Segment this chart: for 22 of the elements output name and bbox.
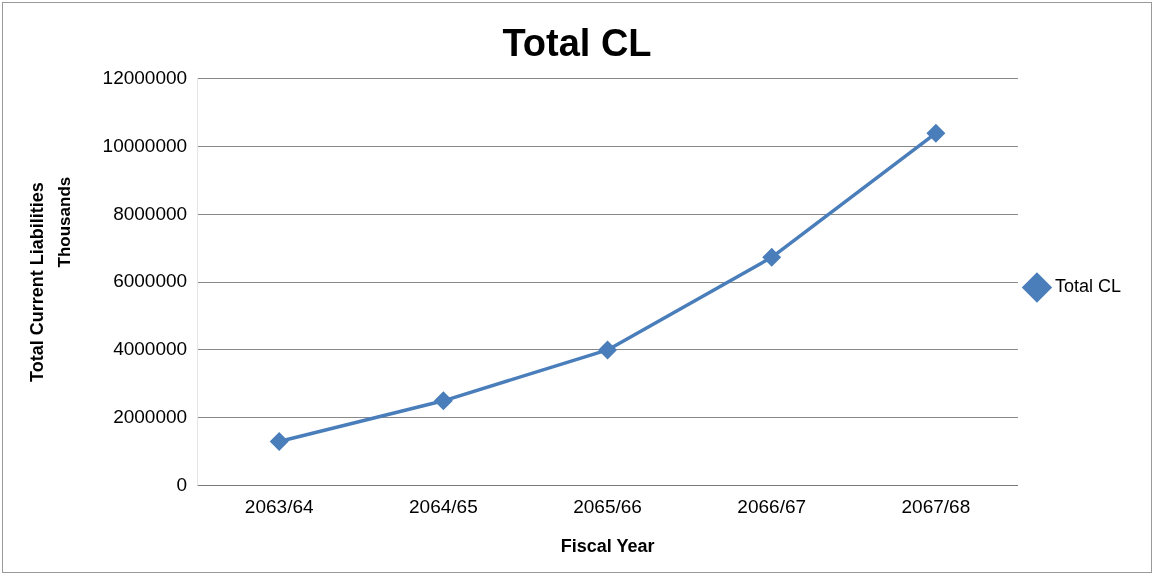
y-tick-label: 12000000 [102,66,188,88]
point [927,124,945,142]
x-tick-label: 2065/66 [573,496,642,518]
point [762,248,781,267]
y-tick-label: 2000000 [113,406,188,427]
point [270,432,288,451]
y-tick-label: 8000000 [113,202,188,224]
point [434,392,453,410]
point [598,341,617,359]
x-tick-label: 2067/68 [901,496,971,518]
x-tick-label: 2064/65 [409,496,478,518]
x-axis-title: Fiscal Year [560,536,655,557]
y-tick-label: 4000000 [113,338,188,360]
y-axis-title: Total Current Liabilities [26,182,47,382]
chart-title: Total CL [502,22,652,65]
y-tick-label: 0 [176,473,188,495]
x-tick-label: 2063/64 [244,496,314,518]
y-tick-label: 6000000 [113,270,188,292]
x-tick-label: 2066/67 [737,496,807,518]
y-tick-label: 10000000 [102,134,188,156]
text: Thousands [54,176,74,268]
legend-label: Total CL [1054,276,1122,297]
